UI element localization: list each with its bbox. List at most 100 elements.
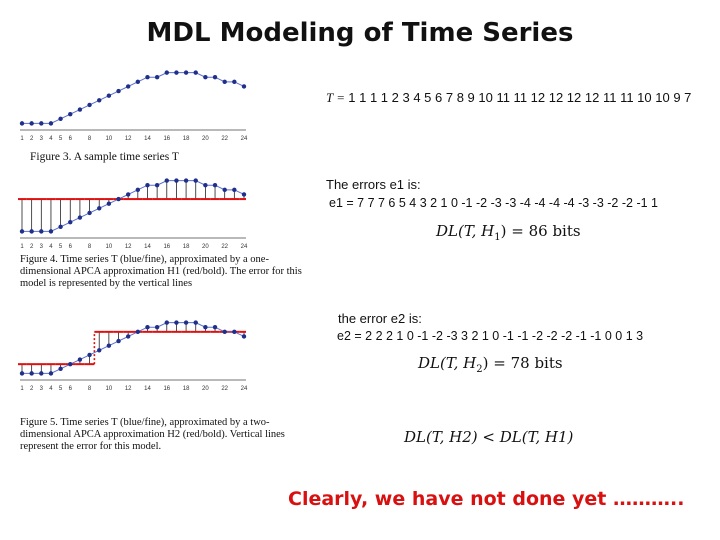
data-point [154,183,160,188]
data-point [106,201,112,206]
figure-3-caption: Figure 3. A sample time series T [30,151,179,163]
x-tick-label: 24 [241,386,248,392]
x-tick-label: 20 [202,136,209,142]
data-point [203,325,208,330]
data-point [241,84,247,89]
data-point [135,79,141,85]
data-point [29,121,34,126]
data-point [135,329,141,335]
formula-dl-h1: DL(T, H1) = 86 bits [436,222,581,243]
x-tick-label: 16 [163,386,170,392]
data-point [183,178,189,183]
data-point [116,88,121,94]
data-point [116,338,121,344]
data-point [193,70,198,75]
data-point [87,210,92,216]
formula-dl-h2-sub: 2 [476,364,483,375]
data-point [87,352,92,358]
x-tick-label: 18 [183,386,190,392]
formula-dl-h1-sub: 1 [494,232,501,243]
data-point [203,75,208,80]
data-point [135,187,141,193]
x-tick-label: 14 [144,386,151,392]
data-point [29,229,34,234]
figure-5-chart: 1 2 3 4 5 6 8 10 12 14 16 18 20 22 24 [18,320,248,392]
data-point [203,183,208,188]
figure-5-caption: Figure 5. Time series T (blue/fine), app… [20,417,285,452]
x-tick-label: 8 [88,244,92,250]
series-line: T = 1 1 1 1 2 3 4 5 6 7 8 9 10 11 11 12 … [326,90,691,106]
x-tick-label: 24 [241,136,248,142]
data-point [241,334,247,339]
x-tick-label: 22 [221,244,228,250]
data-point [48,229,54,234]
data-point [68,219,73,225]
data-point [68,361,73,367]
data-point [193,178,198,183]
data-point [106,343,112,348]
x-tick-label: 5 [59,244,63,250]
x-tick-label: 22 [221,386,228,392]
data-point [77,215,83,220]
data-point [164,320,169,325]
comparison-formula: DL(T, H2) < DL(T, H1) [404,428,574,446]
data-point [29,371,34,376]
data-point [48,121,54,126]
x-tick-label: 6 [69,386,73,392]
series-line [22,72,245,124]
data-point [58,224,63,229]
x-tick-label: 18 [183,136,190,142]
data-point [154,75,160,80]
data-point [77,107,83,112]
data-point [212,75,218,80]
x-tick-label: 8 [88,136,92,142]
x-tick-label: 5 [59,386,63,392]
data-point [77,357,83,362]
data-point [183,70,189,75]
figure-3-chart: 1 2 3 4 5 6 8 10 12 14 16 18 20 22 24 [19,70,248,142]
series-line [22,180,245,232]
x-tick-label: 6 [69,136,73,142]
data-point [222,79,227,85]
data-point [58,116,63,121]
errors-1-values: e1 = 7 7 7 6 5 4 3 2 1 0 -1 -2 -3 -3 -4 … [329,196,658,210]
x-tick-label: 16 [163,244,170,250]
x-tick-label: 3 [40,244,44,250]
data-point [97,348,102,353]
x-tick-label: 3 [40,386,44,392]
x-tick-label: 22 [221,136,228,142]
x-tick-label: 14 [144,244,151,250]
x-tick-label: 20 [202,244,209,250]
data-point [164,178,169,183]
data-point [154,325,160,330]
data-point [97,206,102,211]
data-point [125,192,131,197]
x-tick-label: 12 [125,244,132,250]
x-tick-label: 1 [20,386,24,392]
data-point [174,178,179,183]
formula-dl-h2-right: ) = 78 bits [482,354,563,372]
formula-dl-h2-left: DL(T, H [418,354,477,372]
data-point [174,320,179,325]
data-point [232,329,237,335]
series-line [22,322,245,374]
data-point [19,371,25,376]
data-point [183,320,189,325]
x-tick-label: 6 [69,244,73,250]
x-tick-label: 16 [163,136,170,142]
errors-2-label: the error e2 is: [338,311,422,326]
data-point [39,121,44,126]
x-tick-label: 4 [49,244,53,250]
data-point [241,192,247,197]
data-point [19,121,25,126]
x-tick-label: 5 [59,136,63,142]
data-point [212,325,218,330]
formula-dl-h2: DL(T, H2) = 78 bits [418,354,563,375]
x-tick-label: 12 [125,136,132,142]
data-point [145,183,150,188]
page-title: MDL Modeling of Time Series [146,18,574,48]
data-point [174,70,179,75]
data-point [145,325,150,330]
x-tick-label: 8 [88,386,92,392]
data-point [97,98,102,103]
